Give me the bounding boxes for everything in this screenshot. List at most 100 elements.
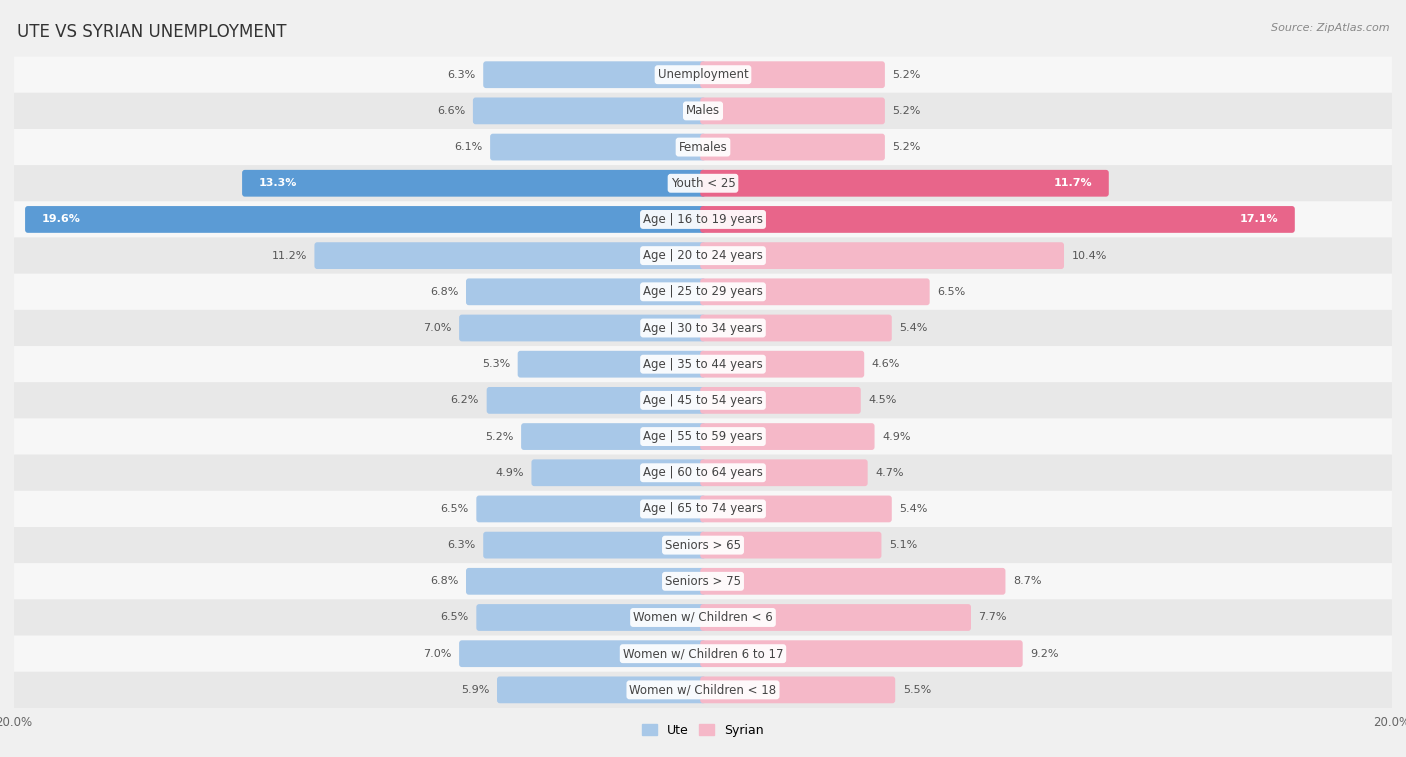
FancyBboxPatch shape	[700, 387, 860, 414]
FancyBboxPatch shape	[700, 568, 1005, 595]
Text: Age | 55 to 59 years: Age | 55 to 59 years	[643, 430, 763, 443]
FancyBboxPatch shape	[465, 279, 706, 305]
Text: Seniors > 75: Seniors > 75	[665, 575, 741, 587]
FancyBboxPatch shape	[700, 531, 882, 559]
FancyBboxPatch shape	[700, 640, 1022, 667]
FancyBboxPatch shape	[14, 129, 1392, 165]
Text: Age | 30 to 34 years: Age | 30 to 34 years	[643, 322, 763, 335]
Text: Unemployment: Unemployment	[658, 68, 748, 81]
FancyBboxPatch shape	[700, 315, 891, 341]
Text: 7.7%: 7.7%	[979, 612, 1007, 622]
Text: 5.2%: 5.2%	[485, 431, 513, 441]
FancyBboxPatch shape	[14, 93, 1392, 129]
Text: 6.5%: 6.5%	[440, 504, 468, 514]
FancyBboxPatch shape	[484, 61, 706, 88]
Text: 5.2%: 5.2%	[893, 70, 921, 79]
FancyBboxPatch shape	[460, 640, 706, 667]
FancyBboxPatch shape	[700, 61, 884, 88]
Text: 4.5%: 4.5%	[869, 395, 897, 406]
FancyBboxPatch shape	[460, 315, 706, 341]
Text: 5.4%: 5.4%	[900, 323, 928, 333]
FancyBboxPatch shape	[477, 496, 706, 522]
Text: Seniors > 65: Seniors > 65	[665, 539, 741, 552]
FancyBboxPatch shape	[700, 279, 929, 305]
Text: 13.3%: 13.3%	[259, 178, 297, 188]
Text: Age | 16 to 19 years: Age | 16 to 19 years	[643, 213, 763, 226]
Text: Age | 65 to 74 years: Age | 65 to 74 years	[643, 503, 763, 516]
Text: Women w/ Children < 18: Women w/ Children < 18	[630, 684, 776, 696]
FancyBboxPatch shape	[496, 677, 706, 703]
FancyBboxPatch shape	[522, 423, 706, 450]
FancyBboxPatch shape	[14, 238, 1392, 274]
Text: 5.2%: 5.2%	[893, 142, 921, 152]
Text: UTE VS SYRIAN UNEMPLOYMENT: UTE VS SYRIAN UNEMPLOYMENT	[17, 23, 287, 41]
Text: Women w/ Children 6 to 17: Women w/ Children 6 to 17	[623, 647, 783, 660]
Text: 6.1%: 6.1%	[454, 142, 482, 152]
Text: Source: ZipAtlas.com: Source: ZipAtlas.com	[1271, 23, 1389, 33]
FancyBboxPatch shape	[700, 350, 865, 378]
FancyBboxPatch shape	[700, 496, 891, 522]
FancyBboxPatch shape	[14, 346, 1392, 382]
Text: Females: Females	[679, 141, 727, 154]
Text: Youth < 25: Youth < 25	[671, 177, 735, 190]
FancyBboxPatch shape	[315, 242, 706, 269]
FancyBboxPatch shape	[700, 206, 1295, 233]
Text: 6.3%: 6.3%	[447, 70, 475, 79]
FancyBboxPatch shape	[491, 134, 706, 160]
Text: 4.6%: 4.6%	[872, 359, 900, 369]
FancyBboxPatch shape	[484, 531, 706, 559]
Text: 19.6%: 19.6%	[42, 214, 80, 224]
Text: Age | 25 to 29 years: Age | 25 to 29 years	[643, 285, 763, 298]
FancyBboxPatch shape	[486, 387, 706, 414]
FancyBboxPatch shape	[700, 242, 1064, 269]
FancyBboxPatch shape	[14, 563, 1392, 600]
Text: Age | 45 to 54 years: Age | 45 to 54 years	[643, 394, 763, 407]
Text: 6.6%: 6.6%	[437, 106, 465, 116]
FancyBboxPatch shape	[14, 57, 1392, 93]
FancyBboxPatch shape	[14, 636, 1392, 671]
Text: Males: Males	[686, 104, 720, 117]
Text: Age | 35 to 44 years: Age | 35 to 44 years	[643, 358, 763, 371]
Text: 9.2%: 9.2%	[1031, 649, 1059, 659]
Text: 7.0%: 7.0%	[423, 323, 451, 333]
FancyBboxPatch shape	[477, 604, 706, 631]
Text: 5.2%: 5.2%	[893, 106, 921, 116]
Text: 5.1%: 5.1%	[889, 540, 917, 550]
FancyBboxPatch shape	[14, 274, 1392, 310]
Text: 5.3%: 5.3%	[482, 359, 510, 369]
Text: 6.5%: 6.5%	[938, 287, 966, 297]
Text: 5.5%: 5.5%	[903, 685, 931, 695]
Text: 10.4%: 10.4%	[1071, 251, 1107, 260]
FancyBboxPatch shape	[700, 98, 884, 124]
Legend: Ute, Syrian: Ute, Syrian	[637, 718, 769, 742]
Text: 17.1%: 17.1%	[1240, 214, 1278, 224]
FancyBboxPatch shape	[465, 568, 706, 595]
Text: 6.8%: 6.8%	[430, 576, 458, 587]
FancyBboxPatch shape	[14, 165, 1392, 201]
FancyBboxPatch shape	[517, 350, 706, 378]
FancyBboxPatch shape	[700, 134, 884, 160]
FancyBboxPatch shape	[14, 671, 1392, 708]
FancyBboxPatch shape	[700, 677, 896, 703]
Text: Age | 20 to 24 years: Age | 20 to 24 years	[643, 249, 763, 262]
Text: 5.4%: 5.4%	[900, 504, 928, 514]
FancyBboxPatch shape	[700, 170, 1109, 197]
Text: 4.9%: 4.9%	[882, 431, 911, 441]
Text: 11.2%: 11.2%	[271, 251, 307, 260]
Text: 4.7%: 4.7%	[875, 468, 904, 478]
FancyBboxPatch shape	[700, 604, 972, 631]
FancyBboxPatch shape	[14, 201, 1392, 238]
Text: 4.9%: 4.9%	[495, 468, 524, 478]
FancyBboxPatch shape	[472, 98, 706, 124]
Text: Age | 60 to 64 years: Age | 60 to 64 years	[643, 466, 763, 479]
Text: 6.8%: 6.8%	[430, 287, 458, 297]
Text: 8.7%: 8.7%	[1012, 576, 1042, 587]
FancyBboxPatch shape	[25, 206, 706, 233]
FancyBboxPatch shape	[14, 455, 1392, 491]
FancyBboxPatch shape	[242, 170, 706, 197]
FancyBboxPatch shape	[531, 459, 706, 486]
Text: Women w/ Children < 6: Women w/ Children < 6	[633, 611, 773, 624]
FancyBboxPatch shape	[700, 459, 868, 486]
Text: 6.3%: 6.3%	[447, 540, 475, 550]
FancyBboxPatch shape	[14, 419, 1392, 455]
